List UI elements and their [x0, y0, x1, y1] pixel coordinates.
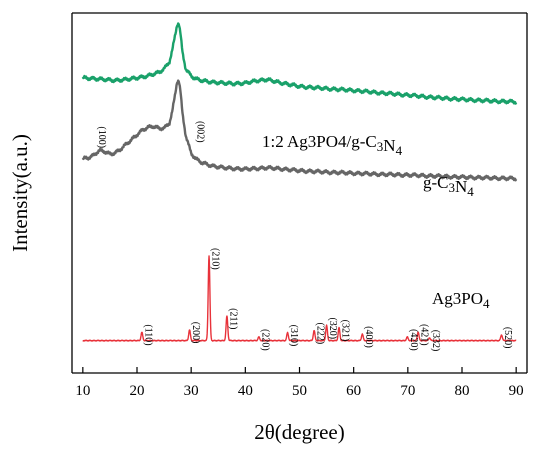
x-tick-label: 40	[238, 383, 253, 399]
peak-label: (220)	[259, 329, 270, 351]
series-label-0: 1:2 Ag3PO4/g-C3N4	[262, 132, 403, 158]
peak-label: (211)	[227, 308, 238, 329]
series-label-1: g-C3N4	[423, 173, 474, 199]
peak-label: (200)	[190, 322, 201, 344]
peak-label: (520)	[502, 327, 513, 349]
annotation-label: (002)	[195, 121, 206, 143]
peak-label: (321)	[340, 320, 351, 342]
series-lines	[81, 22, 518, 342]
peak-label: (332)	[430, 330, 441, 352]
series-line-1	[81, 79, 518, 182]
peak-label: (310)	[288, 325, 299, 347]
x-tick-label: 60	[346, 383, 361, 399]
x-tick-label: 50	[292, 383, 307, 399]
x-axis-title: 2θ(degree)	[254, 420, 345, 444]
x-tick-label: 90	[509, 383, 524, 399]
x-tick-label: 20	[130, 383, 145, 399]
peak-label: (210)	[210, 248, 221, 270]
series-label-2: Ag3PO4	[432, 289, 490, 311]
y-axis-title: Intensity(a.u.)	[8, 134, 32, 252]
x-tick-label: 70	[400, 383, 415, 399]
peak-label: (400)	[363, 326, 374, 348]
x-tick-label: 30	[184, 383, 199, 399]
series-labels: 1:2 Ag3PO4/g-C3N4 g-C3N4 Ag3PO4	[262, 132, 490, 311]
x-tick-label: 10	[75, 383, 90, 399]
x-tick-label: 80	[455, 383, 470, 399]
peak-label: (222)	[315, 323, 326, 345]
annotations: (100) (002)	[96, 121, 206, 148]
annotation-label: (100)	[96, 126, 107, 148]
series-line-2	[82, 255, 517, 342]
peak-label: (421)	[419, 324, 430, 346]
peak-label: (320)	[327, 317, 338, 339]
peak-label: (110)	[142, 324, 153, 345]
peak-label: (420)	[408, 329, 419, 351]
series-line-0	[81, 22, 518, 105]
x-ticks: 10 20 30 40 50 60 70 80 90	[75, 367, 524, 399]
peak-labels: (110) (200) (210) (211) (220) (310) (222) (320)…	[142, 248, 513, 351]
